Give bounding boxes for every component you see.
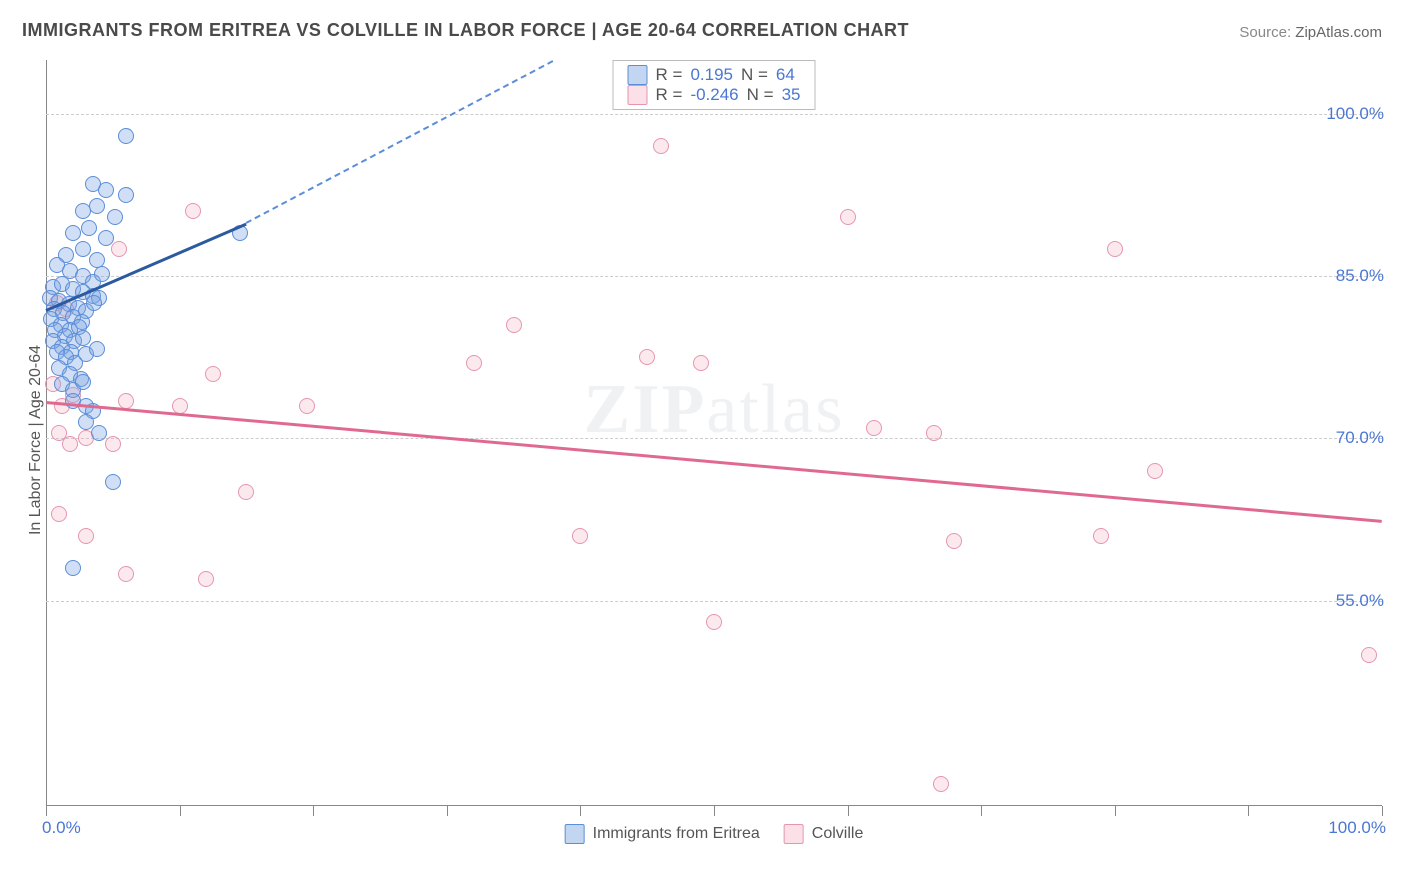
n-value: 64 (776, 65, 795, 85)
legend-row-eritrea: R = 0.195 N = 64 (628, 65, 801, 85)
plot-region: 55.0% 70.0% 85.0% 100.0% (46, 60, 1382, 820)
x-tick (447, 806, 448, 816)
gridline-h (46, 114, 1382, 115)
x-tick (981, 806, 982, 816)
x-tick (1115, 806, 1116, 816)
source-link[interactable]: ZipAtlas.com (1295, 24, 1382, 41)
trendline-colville (46, 401, 1382, 523)
marker-colville (198, 571, 214, 587)
n-label: N = (747, 85, 774, 105)
x-tick (46, 806, 47, 816)
marker-eritrea (65, 225, 81, 241)
x-tick-label-100: 100.0% (1328, 818, 1386, 838)
legend-row-colville: R = -0.246 N = 35 (628, 85, 801, 105)
y-tick-label: 70.0% (1336, 428, 1384, 448)
swatch-blue-icon (628, 65, 648, 85)
marker-eritrea (105, 474, 121, 490)
marker-colville (572, 528, 588, 544)
marker-eritrea (89, 198, 105, 214)
marker-colville (205, 366, 221, 382)
marker-colville (1107, 241, 1123, 257)
source-label: Source: ZipAtlas.com (1239, 24, 1382, 41)
legend-item-colville: Colville (784, 824, 864, 844)
series-legend: Immigrants from Eritrea Colville (565, 824, 864, 844)
n-value: 35 (782, 85, 801, 105)
marker-eritrea (98, 230, 114, 246)
r-label: R = (656, 85, 683, 105)
swatch-blue-icon (565, 824, 585, 844)
legend-item-eritrea: Immigrants from Eritrea (565, 824, 760, 844)
x-tick (1248, 806, 1249, 816)
n-label: N = (741, 65, 768, 85)
marker-colville (466, 355, 482, 371)
marker-eritrea (118, 128, 134, 144)
marker-colville (933, 776, 949, 792)
marker-colville (946, 533, 962, 549)
legend-label: Immigrants from Eritrea (593, 825, 760, 843)
marker-eritrea (94, 266, 110, 282)
swatch-pink-icon (628, 85, 648, 105)
marker-eritrea (65, 560, 81, 576)
marker-colville (238, 484, 254, 500)
x-tick (714, 806, 715, 816)
marker-eritrea (91, 425, 107, 441)
chart-area: In Labor Force | Age 20-64 55.0%70.0%85.… (46, 60, 1382, 820)
marker-colville (1093, 528, 1109, 544)
marker-eritrea (118, 187, 134, 203)
r-value: -0.246 (690, 85, 738, 105)
marker-colville (299, 398, 315, 414)
marker-colville (639, 349, 655, 365)
gridline-h (46, 601, 1382, 602)
marker-eritrea (81, 220, 97, 236)
x-tick (313, 806, 314, 816)
marker-colville (62, 436, 78, 452)
marker-colville (111, 241, 127, 257)
marker-colville (926, 425, 942, 441)
gridline-h (46, 276, 1382, 277)
marker-colville (78, 528, 94, 544)
r-value: 0.195 (690, 65, 733, 85)
marker-colville (653, 138, 669, 154)
x-tick-label-0: 0.0% (42, 818, 81, 838)
chart-title: IMMIGRANTS FROM ERITREA VS COLVILLE IN L… (22, 20, 909, 41)
x-tick (848, 806, 849, 816)
marker-eritrea (98, 182, 114, 198)
y-tick-label: 100.0% (1326, 104, 1384, 124)
x-tick (580, 806, 581, 816)
marker-eritrea (75, 374, 91, 390)
correlation-legend: R = 0.195 N = 64 R = -0.246 N = 35 (613, 60, 816, 110)
marker-colville (693, 355, 709, 371)
marker-colville (706, 614, 722, 630)
y-tick-label: 55.0% (1336, 591, 1384, 611)
gridline-h (46, 438, 1382, 439)
marker-colville (105, 436, 121, 452)
marker-eritrea (89, 341, 105, 357)
y-tick-label: 85.0% (1336, 266, 1384, 286)
trendline-eritrea-extrapolated (246, 60, 554, 224)
source-prefix: Source: (1239, 24, 1295, 41)
marker-eritrea (86, 295, 102, 311)
marker-colville (118, 566, 134, 582)
marker-colville (1361, 647, 1377, 663)
marker-colville (866, 420, 882, 436)
x-tick (1382, 806, 1383, 816)
r-label: R = (656, 65, 683, 85)
marker-colville (185, 203, 201, 219)
marker-colville (1147, 463, 1163, 479)
marker-colville (840, 209, 856, 225)
legend-label: Colville (812, 825, 864, 843)
swatch-pink-icon (784, 824, 804, 844)
marker-eritrea (107, 209, 123, 225)
marker-colville (506, 317, 522, 333)
marker-colville (51, 506, 67, 522)
y-axis-label: In Labor Force | Age 20-64 (27, 345, 45, 535)
x-tick (180, 806, 181, 816)
marker-colville (118, 393, 134, 409)
